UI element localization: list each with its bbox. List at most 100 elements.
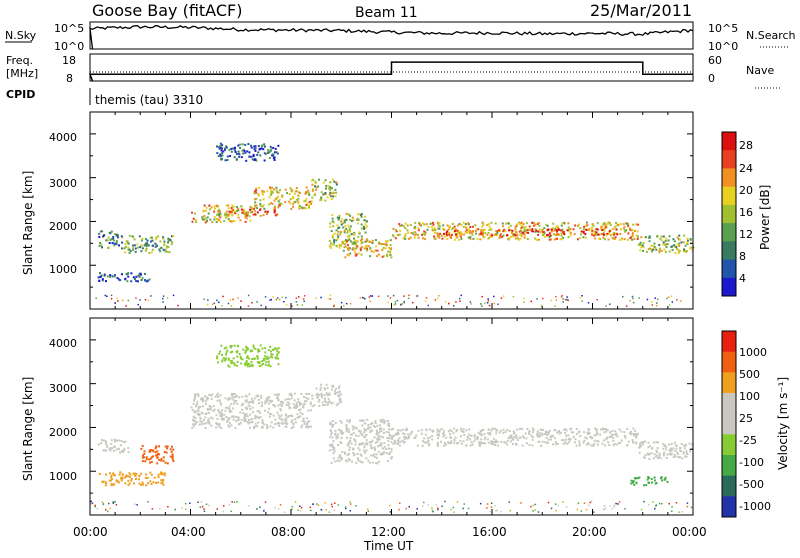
scatter-cell xyxy=(648,247,651,250)
scatter-cell xyxy=(335,404,338,407)
scatter-cell xyxy=(350,219,353,222)
scatter-cell xyxy=(523,301,525,304)
scatter-cell xyxy=(557,233,560,236)
scatter-cell xyxy=(289,187,292,190)
scatter-cell xyxy=(623,434,626,437)
scatter-cell xyxy=(394,301,397,303)
scatter-cell xyxy=(147,244,150,247)
scatter-cell xyxy=(127,242,130,245)
scatter-cell xyxy=(306,424,309,427)
scatter-cell xyxy=(446,238,449,240)
colorbar-swatch xyxy=(722,331,736,353)
scatter-cell xyxy=(639,443,642,446)
scatter-cell xyxy=(297,194,300,197)
scatter-cell xyxy=(171,456,174,459)
scatter-cell xyxy=(145,248,148,250)
scatter-cell xyxy=(307,392,310,395)
scatter-cell xyxy=(449,429,452,432)
scatter-cell xyxy=(141,460,144,463)
scatter-cell xyxy=(616,435,619,438)
scatter-cell xyxy=(322,181,325,184)
scatter-cell xyxy=(605,234,608,237)
scatter-cell xyxy=(138,482,141,485)
scatter-cell xyxy=(429,428,431,431)
scatter-cell xyxy=(349,240,352,243)
scatter-cell xyxy=(197,406,200,408)
scatter-cell xyxy=(560,234,563,237)
scatter-cell xyxy=(509,229,512,232)
scatter-cell xyxy=(359,247,362,250)
scatter-cell xyxy=(251,158,254,161)
colorbar-swatch xyxy=(722,277,736,297)
scatter-cell xyxy=(159,472,162,475)
scatter-cell xyxy=(230,362,233,365)
scatter-cell xyxy=(113,242,116,245)
scatter-cell xyxy=(372,454,375,457)
scatter-cell xyxy=(245,211,247,214)
scatter-cell xyxy=(166,250,169,253)
scatter-cell xyxy=(152,244,154,247)
scatter-cell xyxy=(137,274,140,277)
scatter-cell xyxy=(656,235,659,238)
scatter-cell xyxy=(316,392,319,395)
scatter-cell xyxy=(252,344,255,347)
vel-cbar-tick-1000: 1000 xyxy=(739,346,767,359)
scatter-cell xyxy=(219,415,222,418)
scatter-cell xyxy=(128,476,131,478)
scatter-cell xyxy=(495,439,497,442)
scatter-cell xyxy=(418,221,420,224)
scatter-cell xyxy=(260,145,263,147)
scatter-cell xyxy=(664,476,667,479)
scatter-cell xyxy=(103,439,106,442)
scatter-cell xyxy=(478,441,481,444)
scatter-cell xyxy=(344,221,346,224)
colorbar-swatch xyxy=(722,168,736,188)
scatter-cell xyxy=(373,446,376,449)
scatter-cell xyxy=(413,436,416,439)
scatter-cell xyxy=(339,393,342,395)
scatter-cell xyxy=(213,216,216,219)
scatter-cell xyxy=(208,208,211,211)
scatter-cell xyxy=(531,444,534,447)
scatter-cell xyxy=(524,234,527,237)
scatter-cell xyxy=(289,198,292,201)
scatter-cell xyxy=(230,510,232,513)
scatter-cell xyxy=(272,146,275,149)
scatter-cell xyxy=(602,232,605,235)
scatter-cell xyxy=(487,298,489,300)
scatter-cell xyxy=(253,397,256,400)
scatter-cell xyxy=(682,249,685,252)
scatter-cell xyxy=(120,478,123,481)
scatter-cell xyxy=(288,193,291,196)
scatter-cell xyxy=(208,504,210,507)
scatter-cell xyxy=(120,440,123,443)
scatter-cell xyxy=(585,443,588,446)
scatter-cell xyxy=(109,449,112,452)
scatter-cell xyxy=(277,399,280,402)
scatter-cell xyxy=(267,148,270,151)
scatter-cell xyxy=(110,474,113,477)
scatter-cell xyxy=(259,416,262,418)
scatter-cell xyxy=(528,431,531,434)
scatter-cell xyxy=(98,244,101,247)
scatter-cell xyxy=(253,210,256,213)
scatter-cell xyxy=(681,511,683,513)
scatter-cell xyxy=(109,274,112,277)
scatter-cell xyxy=(632,480,634,483)
scatter-cell xyxy=(231,397,234,400)
scatter-cell xyxy=(285,417,288,420)
scatter-cell xyxy=(317,400,320,403)
scatter-cell xyxy=(554,503,557,505)
scatter-cell xyxy=(665,446,668,449)
scatter-cell xyxy=(126,240,129,243)
scatter-cell xyxy=(666,243,669,246)
scatter-cell xyxy=(603,222,606,224)
scatter-cell xyxy=(639,249,642,252)
scatter-cell xyxy=(357,458,360,461)
scatter-cell xyxy=(239,411,242,414)
scatter-cell xyxy=(127,248,130,251)
scatter-cell xyxy=(545,436,548,439)
scatter-cell xyxy=(453,305,455,307)
scatter-cell xyxy=(344,219,347,221)
scatter-cell xyxy=(522,223,525,226)
